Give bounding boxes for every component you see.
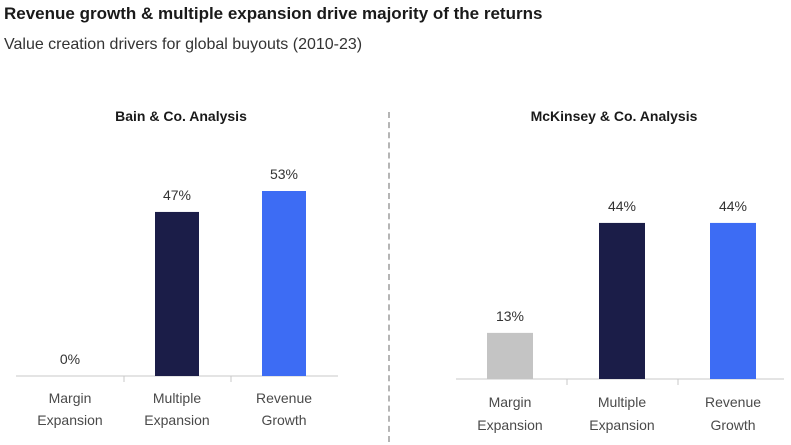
category-label-margin-expansion: Margin (49, 390, 92, 406)
bar-multiple-expansion (599, 222, 645, 379)
bar-revenue-growth (262, 191, 306, 376)
category-label-margin-expansion: Margin (489, 394, 532, 410)
category-label-revenue-growth: Growth (261, 412, 306, 428)
bar-margin-expansion (487, 332, 533, 379)
category-label-multiple-expansion: Multiple (598, 394, 646, 410)
category-label-multiple-expansion: Expansion (144, 412, 209, 428)
panel-bain: Bain & Co. Analysis 0% Margin Expansion 47% M… (16, 108, 338, 428)
chart-title: Revenue growth & multiple expansion driv… (4, 4, 543, 23)
bar-multiple-expansion (155, 211, 199, 376)
panel-title: McKinsey & Co. Analysis (531, 108, 698, 124)
panel-title: Bain & Co. Analysis (115, 108, 247, 124)
data-label-revenue-growth: 53% (270, 166, 298, 182)
category-label-revenue-growth: Revenue (705, 394, 761, 410)
chart-subtitle: Value creation drivers for global buyout… (4, 36, 363, 53)
category-label-margin-expansion: Expansion (477, 417, 542, 433)
bar-revenue-growth (710, 222, 756, 379)
category-label-revenue-growth: Revenue (256, 390, 312, 406)
data-label-revenue-growth: 44% (719, 198, 747, 214)
panel-mckinsey: McKinsey & Co. Analysis 13% Margin Expansio… (456, 108, 784, 433)
data-label-margin-expansion: 13% (496, 308, 524, 324)
category-label-margin-expansion: Expansion (37, 412, 102, 428)
category-label-multiple-expansion: Expansion (589, 417, 654, 433)
category-label-multiple-expansion: Multiple (153, 390, 201, 406)
data-label-multiple-expansion: 47% (163, 187, 191, 203)
data-label-multiple-expansion: 44% (608, 198, 636, 214)
data-label-margin-expansion: 0% (60, 351, 80, 367)
panel-divider (388, 112, 390, 442)
category-label-revenue-growth: Growth (710, 417, 755, 433)
